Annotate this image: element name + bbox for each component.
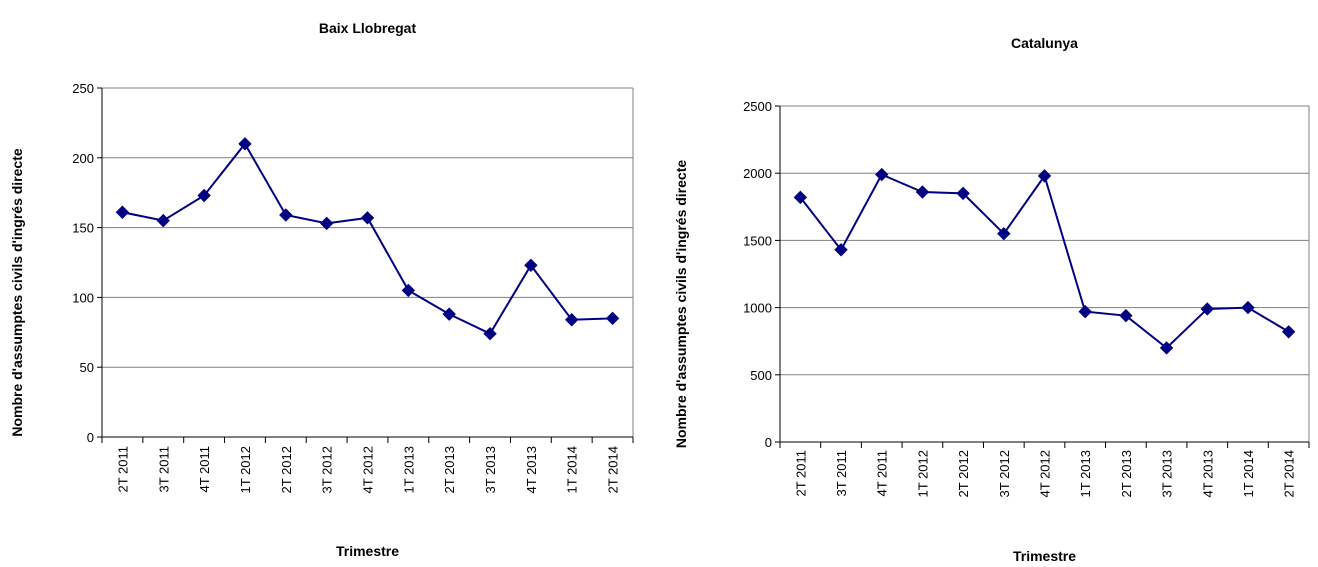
baix-data-point — [442, 307, 456, 321]
cat-x-tick-label: 2T 2011 — [793, 450, 808, 497]
baix-data-point — [401, 283, 416, 298]
cat-data-point — [1241, 300, 1255, 315]
cat-y-axis-title: Nombre d'assumptes civils d'ingrés direc… — [673, 160, 689, 449]
baix-x-tick-label: 3T 2013 — [483, 446, 498, 493]
baix-data-point — [279, 208, 293, 222]
cat-x-tick-label: 4T 2012 — [1038, 450, 1053, 497]
baix-data-point — [319, 216, 334, 231]
baix-y-axis-title: Nombre d'assumptes civils d'ingrés direc… — [9, 148, 25, 437]
cat-data-point — [875, 167, 889, 182]
baix-plot-area — [102, 88, 633, 437]
cat-chart-title: Catalunya — [1011, 35, 1078, 51]
cat-data-point — [1159, 341, 1174, 355]
baix-x-tick-label: 1T 2014 — [565, 446, 580, 493]
cat-data-point — [793, 190, 808, 205]
cat-data-point — [956, 186, 970, 201]
baix-x-tick-label: 3T 2011 — [156, 446, 171, 493]
baix-x-tick-label: 1T 2012 — [238, 446, 253, 493]
baix-x-tick-label: 1T 2013 — [401, 446, 416, 493]
baix-data-point — [565, 313, 579, 327]
cat-x-tick-label: 4T 2013 — [1200, 450, 1215, 497]
cat-plot-area — [780, 106, 1309, 442]
baix-x-tick-label: 4T 2012 — [361, 446, 376, 493]
cat-y-tick-label: 2500 — [743, 99, 772, 114]
cat-data-point — [1078, 304, 1092, 319]
cat-y-tick-label: 500 — [750, 368, 772, 383]
baix-y-tick-label: 50 — [80, 360, 94, 375]
cat-data-point — [834, 243, 848, 257]
baix-x-tick-label: 2T 2011 — [115, 446, 130, 493]
cat-data-point — [915, 185, 930, 199]
cat-x-tick-label: 2T 2013 — [1119, 450, 1134, 497]
cat-data-point — [1200, 302, 1214, 316]
cat-x-tick-label: 1T 2012 — [915, 450, 930, 497]
cat-data-point — [997, 226, 1011, 241]
cat-y-tick-label: 2000 — [743, 166, 772, 181]
chart-baix-llobregat-svg: Baix Llobregat 0 50 100 150 200 250 2T 2011 3T 2… — [9, 20, 634, 559]
baix-x-axis-title: Trimestre — [336, 543, 399, 559]
cat-data-point — [1037, 169, 1052, 183]
baix-x-tick-label: 4T 2011 — [197, 446, 212, 493]
baix-data-point — [524, 258, 538, 272]
baix-chart-title: Baix Llobregat — [319, 20, 417, 36]
baix-y-tick-label: 100 — [72, 290, 94, 305]
cat-x-tick-label: 4T 2011 — [875, 450, 890, 497]
baix-y-tick-label: 150 — [72, 221, 94, 236]
baix-x-tick-label: 2T 2013 — [442, 446, 457, 493]
baix-data-point — [483, 326, 497, 341]
baix-x-tick-label: 2T 2014 — [606, 446, 621, 493]
cat-x-tick-label: 2T 2014 — [1282, 450, 1297, 497]
cat-x-tick-label: 3T 2013 — [1160, 450, 1175, 497]
chart-catalunya: Catalunya 0 500 1000 1500 2000 2500 2T 2011 3T 2… — [659, 0, 1318, 567]
baix-y-tick-label: 250 — [72, 81, 94, 96]
baix-data-point — [238, 137, 252, 151]
cat-x-tick-label: 2T 2012 — [956, 450, 971, 497]
baix-x-tick-label: 4T 2013 — [524, 446, 539, 493]
cat-y-tick-label: 0 — [765, 435, 772, 450]
baix-y-tick-label: 200 — [72, 151, 94, 166]
baix-data-point — [115, 205, 130, 219]
baix-data-point — [156, 213, 170, 228]
baix-data-point — [360, 211, 375, 225]
cat-data-point — [1281, 325, 1296, 339]
baix-data-point — [197, 188, 211, 203]
cat-x-tick-label: 1T 2013 — [1078, 450, 1093, 497]
baix-data-point — [605, 311, 620, 326]
cat-x-tick-label: 3T 2012 — [997, 450, 1012, 497]
baix-y-tick-label: 0 — [87, 430, 94, 445]
baix-x-tick-label: 3T 2012 — [320, 446, 335, 493]
cat-data-point — [1119, 308, 1133, 323]
cat-x-tick-label: 1T 2014 — [1241, 450, 1256, 497]
cat-x-tick-label: 3T 2011 — [834, 450, 849, 497]
cat-y-tick-label: 1500 — [743, 233, 772, 248]
chart-baix-llobregat: Baix Llobregat 0 50 100 150 200 250 2T 2011 3T 2… — [9, 20, 634, 559]
cat-x-axis-title: Trimestre — [1013, 548, 1076, 564]
baix-x-tick-label: 2T 2012 — [279, 446, 294, 493]
cat-y-tick-label: 1000 — [743, 301, 772, 316]
chart-catalunya-svg: Catalunya 0 500 1000 1500 2000 2500 2T 2011 3T 2… — [673, 35, 1310, 564]
